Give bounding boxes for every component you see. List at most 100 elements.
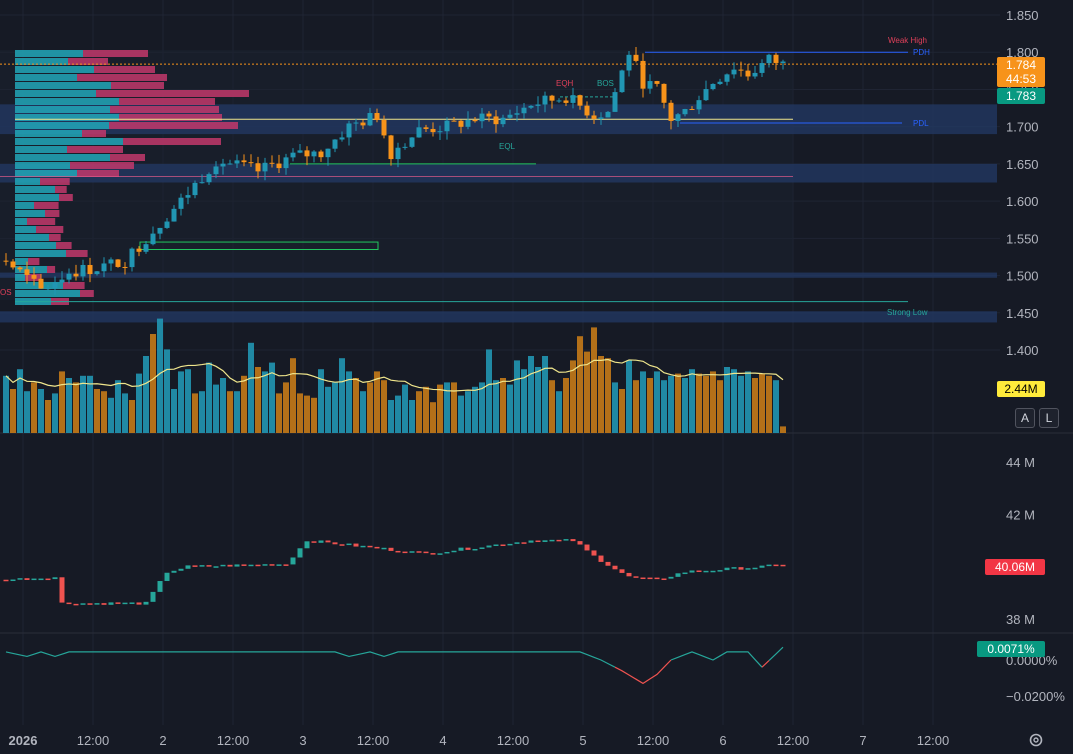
cvd-candle — [451, 550, 457, 553]
volume-bar — [773, 380, 779, 433]
cvd-candle — [199, 565, 205, 567]
vp-row-buy — [15, 90, 96, 97]
cvd-candle — [339, 544, 345, 546]
volume-bar — [549, 380, 555, 433]
volume-bar — [731, 369, 737, 433]
cvd-candle — [437, 553, 443, 555]
volume-bar — [521, 369, 527, 433]
price-badge: 1.784 44:53 — [997, 57, 1045, 87]
vp-row-buy — [15, 114, 119, 121]
osc-line-segment — [761, 660, 770, 668]
candle-body — [101, 263, 107, 272]
volume-bar — [542, 356, 548, 433]
candle-body — [10, 261, 16, 268]
candle-body — [619, 70, 625, 93]
candle-body — [269, 162, 275, 164]
cvd-candle — [507, 543, 513, 546]
volume-bar — [374, 371, 380, 433]
x-tick-label: 12:00 — [77, 733, 110, 748]
candle-body — [675, 114, 681, 121]
y-tick-label: 1.800 — [1006, 45, 1039, 60]
volume-bar — [199, 391, 205, 433]
cvd-candle — [668, 576, 674, 579]
log-scale-button[interactable]: L — [1039, 408, 1059, 428]
candle-body — [367, 113, 373, 126]
candle-body — [94, 271, 100, 275]
volume-bar — [234, 391, 240, 433]
gear-icon[interactable] — [1027, 731, 1045, 749]
candle-body — [150, 233, 156, 245]
cvd-candle — [626, 572, 632, 577]
cvd-candle — [542, 540, 548, 542]
volume-bar — [17, 369, 23, 433]
vp-row-sell — [63, 282, 85, 289]
vp-row-buy — [15, 170, 77, 177]
x-tick-label: 12:00 — [217, 733, 250, 748]
candle-body — [500, 117, 506, 125]
candle-body — [80, 264, 86, 277]
vp-row-buy — [15, 106, 110, 113]
volume-bar — [703, 375, 709, 433]
cvd-candle — [388, 547, 394, 551]
vp-row-sell — [68, 58, 108, 65]
cvd-candle — [675, 573, 681, 577]
fvg-box — [139, 241, 379, 251]
candle-body — [738, 69, 744, 71]
cvd-candle — [584, 544, 590, 551]
annotation-label: EQH — [556, 79, 574, 88]
cvd-tick-label: 44 M — [1006, 455, 1035, 470]
volume-bar — [129, 400, 135, 433]
candle-body — [206, 174, 212, 183]
volume-bar — [577, 336, 583, 433]
vp-row-sell — [119, 114, 222, 121]
price-candles — [3, 47, 786, 295]
candle-body — [444, 120, 450, 132]
candle-body — [654, 81, 660, 84]
price-value: 1.784 — [1005, 58, 1037, 72]
candle-body — [549, 95, 555, 101]
volume-bar — [633, 380, 639, 433]
candle-body — [689, 109, 695, 111]
volume-bar — [108, 397, 114, 433]
volume-bar — [780, 426, 786, 433]
candle-body — [598, 117, 604, 119]
cvd-candle — [59, 577, 65, 603]
vp-row-buy — [15, 138, 123, 145]
vp-row-sell — [28, 258, 40, 265]
volume-bar — [640, 371, 646, 433]
cvd-candle — [52, 577, 58, 580]
cvd-candles — [3, 539, 786, 606]
cvd-candle — [766, 564, 772, 567]
supply-demand-zone — [0, 311, 997, 323]
volume-bar — [507, 384, 513, 433]
volume-bar — [367, 382, 373, 433]
cvd-candle — [773, 564, 779, 567]
vp-row-buy — [15, 290, 80, 297]
candle-body — [185, 195, 191, 198]
volume-bar — [395, 395, 401, 433]
volume-bar — [304, 395, 310, 433]
osc-tick-label: −0.0200% — [1006, 689, 1065, 704]
cvd-candle — [129, 602, 135, 604]
volume-bar — [87, 375, 93, 433]
volume-bar — [136, 373, 142, 433]
cvd-candle — [724, 567, 730, 571]
cvd-candle — [633, 576, 639, 578]
annotation-label: Weak High — [888, 36, 927, 45]
x-tick-label: 12:00 — [777, 733, 810, 748]
auto-scale-button[interactable]: A — [1015, 408, 1035, 428]
x-tick-label: 12:00 — [917, 733, 950, 748]
volume-bar — [717, 380, 723, 433]
candle-body — [339, 137, 345, 140]
candle-body — [311, 151, 317, 157]
candle-body — [52, 282, 58, 289]
vp-row-buy — [15, 154, 110, 161]
candle-body — [493, 116, 499, 125]
candle-body — [122, 266, 128, 268]
vp-row-sell — [110, 154, 145, 161]
cvd-candle — [31, 578, 37, 581]
volume-bar — [24, 391, 30, 433]
cvd-candle — [486, 545, 492, 548]
cvd-candle — [710, 570, 716, 573]
